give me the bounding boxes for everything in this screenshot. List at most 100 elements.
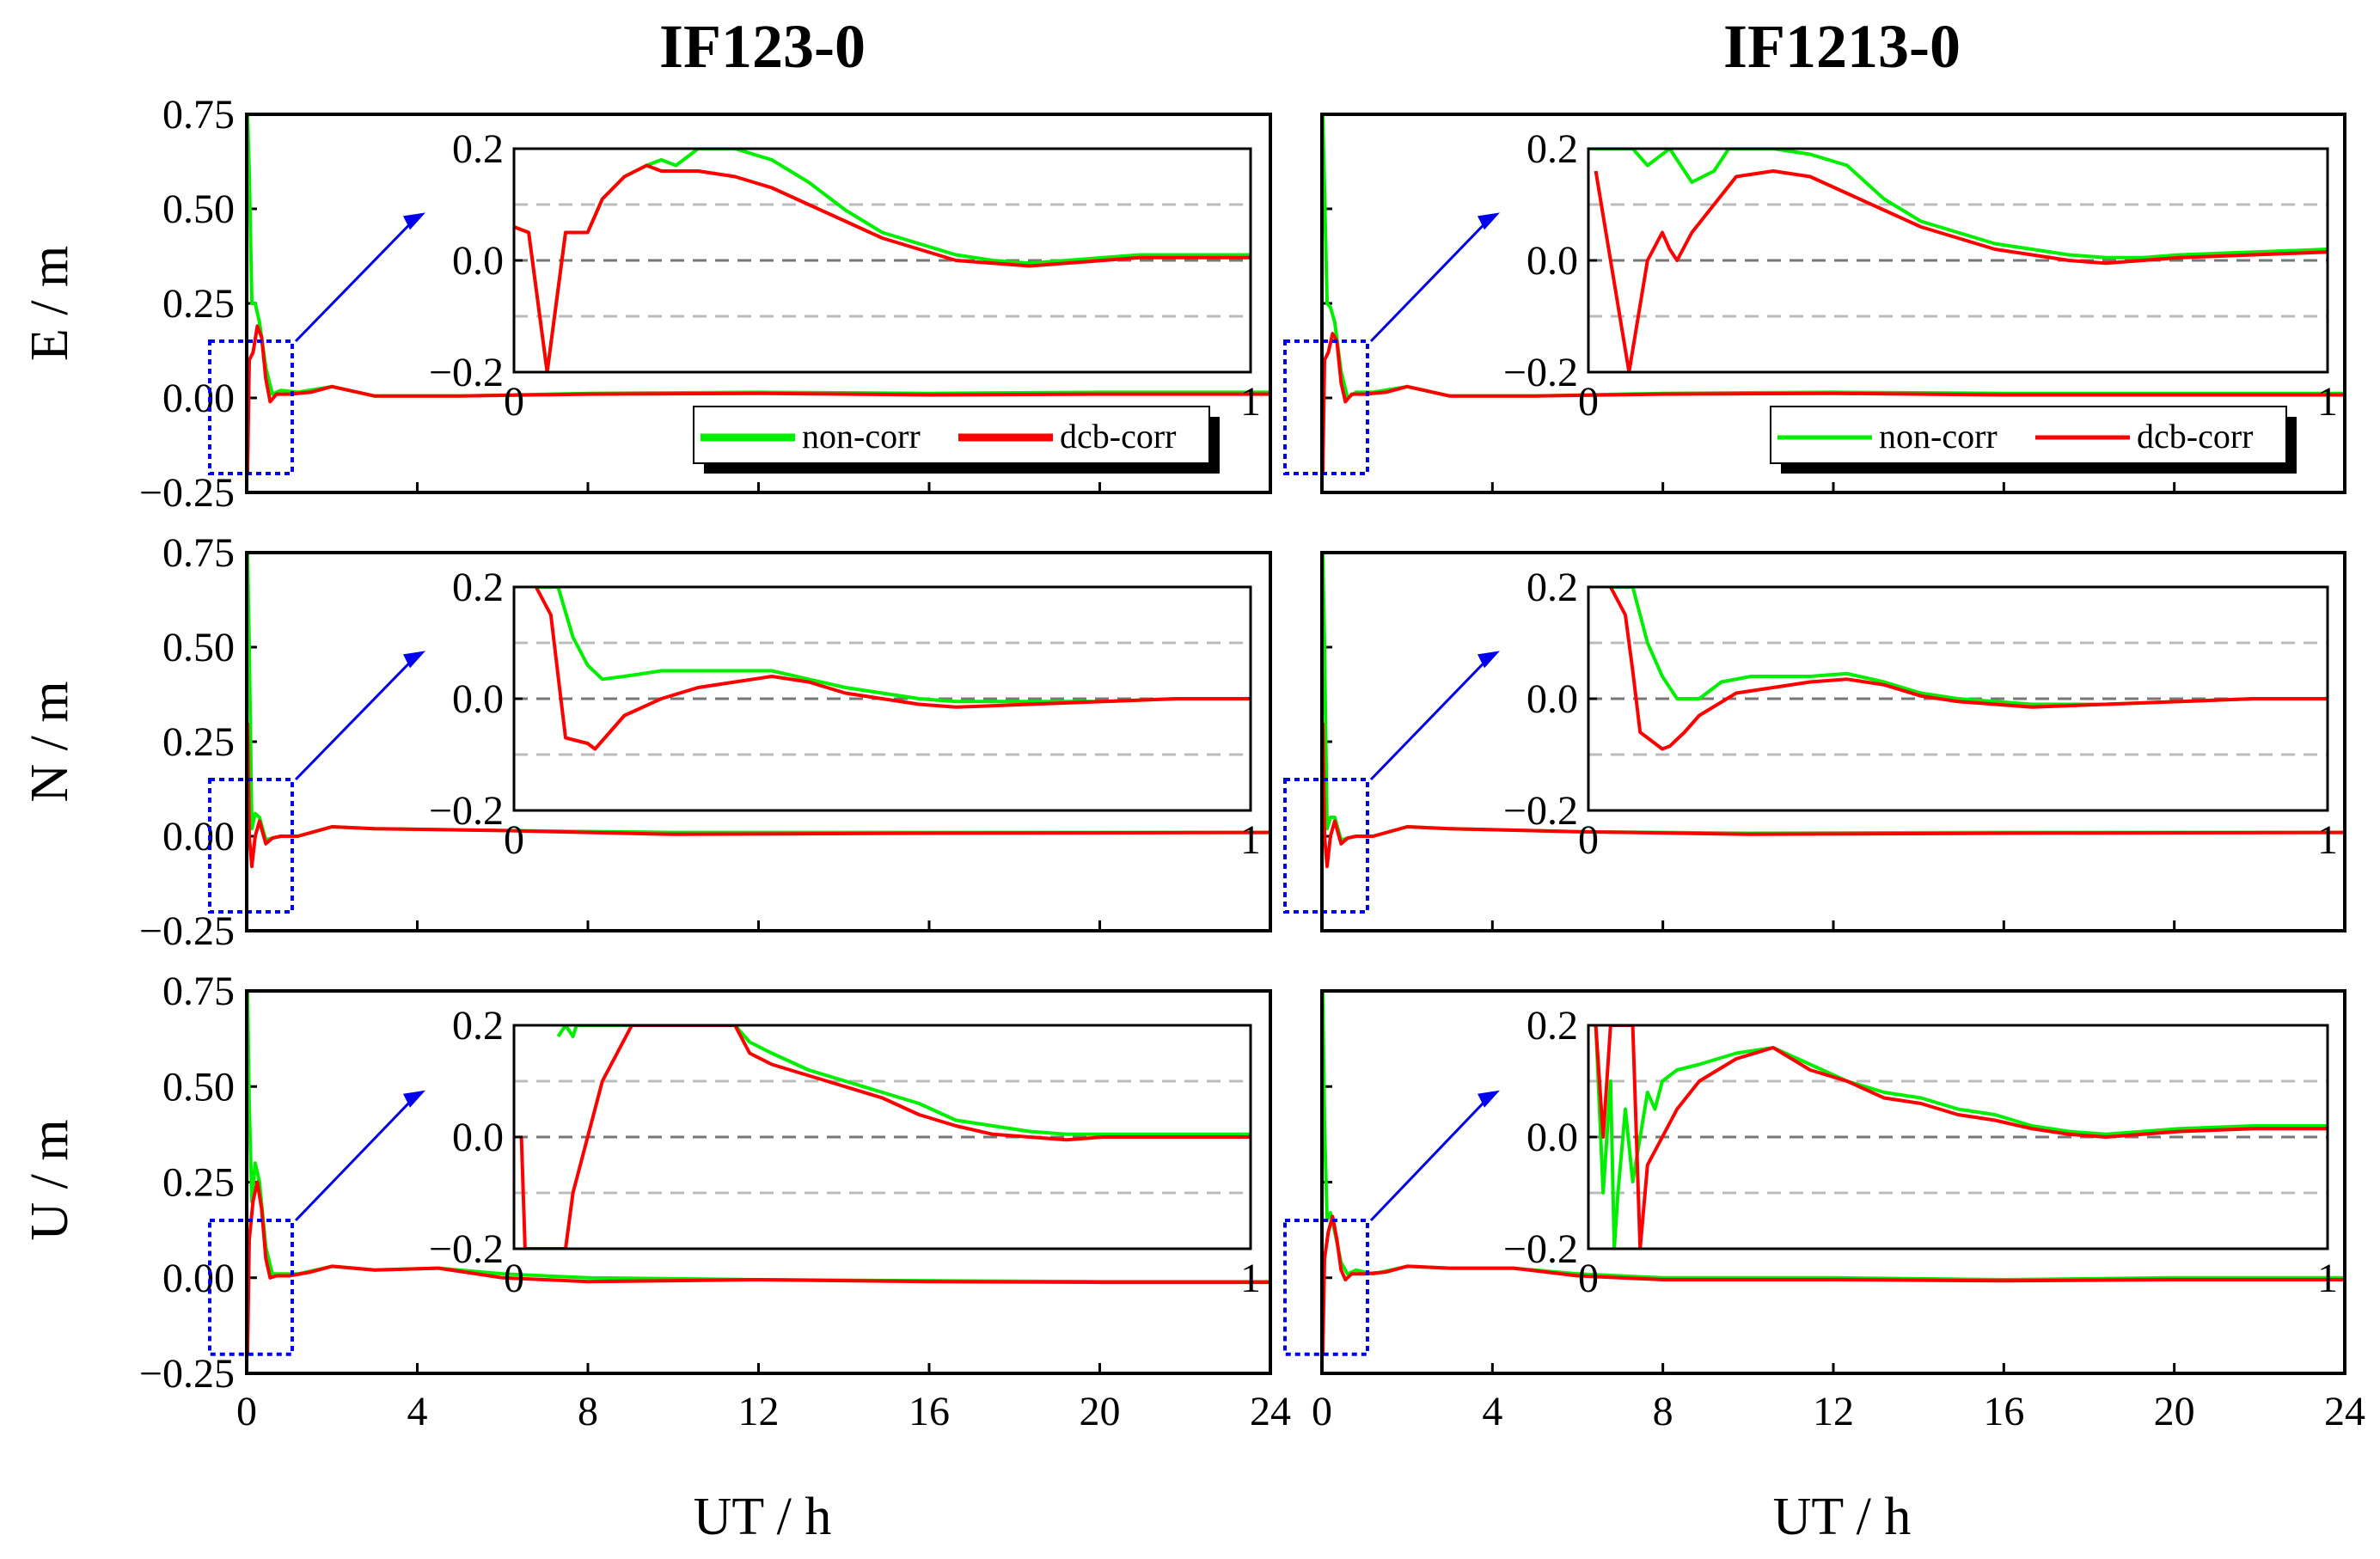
y-tick-label: −0.25: [139, 908, 235, 954]
zoom-box: [208, 339, 294, 475]
y-tick-label: 0.50: [162, 186, 235, 232]
y-axis-label-e: E / m: [21, 246, 79, 361]
inset-series-line-non-corr: [556, 1025, 1251, 1136]
x-tick-label: 20: [1080, 1389, 1121, 1434]
zoom-arrow: [294, 1093, 419, 1222]
inset-x-tick-label: 1: [1240, 817, 1261, 863]
zoom-arrow: [1369, 654, 1493, 781]
zoom-arrow: [294, 216, 419, 343]
x-tick-label: 0: [1312, 1389, 1332, 1434]
inset-x-tick-label: 0: [504, 379, 524, 425]
plot-frame: [1320, 989, 2346, 1375]
y-axis-label-n: N / m: [21, 681, 79, 802]
y-tick-label: −0.25: [139, 1351, 235, 1397]
x-tick-label: 4: [1482, 1389, 1502, 1434]
inset-series-group: [1588, 149, 2328, 372]
main-series-group: [1322, 114, 2345, 474]
inset-U-IF123-0: −0.2 0.0 0.2 0 1: [429, 1003, 1261, 1301]
main-series-group: [247, 114, 1270, 474]
inset-series-group: [519, 1025, 1251, 1249]
inset-series-line-dcb-corr: [1594, 1025, 2328, 1249]
zoom-box: [1283, 1219, 1369, 1356]
zoom-arrow-head: [1478, 212, 1500, 230]
inset-series-line-dcb-corr: [514, 163, 1251, 372]
main-series-group: [1322, 991, 2345, 1354]
zoom-arrow-head: [1478, 1090, 1500, 1108]
inset-x-tick-label: 1: [1240, 379, 1261, 425]
y-tick-label: 0.50: [162, 1064, 235, 1110]
x-tick-label: 16: [1983, 1389, 2024, 1434]
inset-series-line-non-corr: [1594, 1025, 2328, 1249]
inset-y-tick-label: −0.2: [429, 788, 504, 834]
zoom-box: [208, 1219, 294, 1356]
plot-frame: [1320, 551, 2346, 932]
inset-y-tick-label: 0.0: [1527, 238, 1578, 284]
series-line-dcb-corr: [247, 722, 1270, 869]
inset-y-tick-label: 0.0: [452, 238, 504, 284]
series-line-dcb-corr: [1322, 722, 2345, 869]
inset-y-tick-label: −0.2: [1503, 788, 1578, 834]
x-tick-label: 8: [578, 1389, 598, 1434]
y-axis-label-u: U / m: [21, 1119, 79, 1240]
zoom-arrow-head: [1478, 651, 1500, 669]
inset-y-tick-label: −0.2: [1503, 1226, 1578, 1272]
inset-series-line-dcb-corr: [1594, 169, 2328, 372]
main-series-group: [1322, 553, 2345, 869]
inset-y-tick-label: 0.2: [1527, 126, 1578, 172]
inset-y-tick-label: 0.0: [1527, 1115, 1578, 1160]
y-tick-label: 0.50: [162, 625, 235, 670]
y-tick-label: 0.00: [162, 376, 235, 421]
inset-x-tick-label: 0: [1578, 379, 1599, 425]
series-line-dcb-corr: [1322, 1214, 2345, 1354]
inset-y-tick-label: −0.2: [429, 1226, 504, 1272]
panel-E-IF1213-0: −0.2 0.0 0.2 0 1 non-corr dcb-corr: [1283, 113, 2346, 494]
main-series-group: [247, 991, 1270, 1354]
inset-series-group: [1594, 1025, 2328, 1249]
inset-y-tick-label: −0.2: [1503, 350, 1578, 395]
inset-x-tick-label: 0: [504, 1256, 524, 1301]
inset-series-group: [534, 587, 1251, 751]
inset-y-tick-label: 0.2: [1527, 565, 1578, 610]
y-tick-label: 0.00: [162, 814, 235, 859]
inset-x-tick-label: 1: [2317, 1256, 2338, 1301]
inset-x-tick-label: 0: [504, 817, 524, 863]
plot-frame: [245, 113, 1272, 494]
series-line-dcb-corr: [247, 1180, 1270, 1354]
panel-N-IF123-0: −0.25 0.00 0.25 0.50 0.75 −0.2 0.0 0.2 0 1: [139, 530, 1272, 954]
inset-x-tick-label: 0: [1578, 817, 1599, 863]
zoom-box: [1283, 339, 1369, 475]
panel-U-IF123-0: −0.250.000.250.500.750 4 8 12 16 20 24−0.20.00…: [139, 969, 1291, 1434]
inset-y-tick-label: −0.2: [429, 350, 504, 395]
x-tick-label: 12: [1813, 1389, 1854, 1434]
series-line-dcb-corr: [1322, 332, 2345, 474]
inset-N-IF123-0: −0.2 0.0 0.2 0 1: [429, 565, 1261, 863]
plot-frame: [245, 551, 1272, 932]
inset-y-tick-label: 0.0: [452, 676, 504, 722]
zoom-arrow: [1369, 216, 1493, 343]
inset-y-tick-label: 0.0: [452, 1115, 504, 1160]
y-tick-label: 0.25: [162, 1160, 235, 1206]
inset-N-IF1213-0: −0.2 0.0 0.2 0 1: [1503, 565, 2338, 863]
inset-series-line-dcb-corr: [519, 1025, 1251, 1249]
zoom-arrow-head: [403, 212, 425, 230]
x-tick-label: 16: [909, 1389, 950, 1434]
y-tick-label: −0.25: [139, 470, 235, 516]
inset-x-tick-label: 1: [1240, 1256, 1261, 1301]
legend-label-dcb-corr: dcb-corr: [1060, 417, 1176, 455]
zoom-arrow-head: [403, 651, 425, 669]
x-tick-label: 24: [1250, 1389, 1291, 1434]
panel-N-IF1213-0: −0.2 0.0 0.2 0 1: [1283, 551, 2346, 932]
column-title-left: IF123-0: [659, 12, 866, 81]
inset-series-group: [514, 149, 1251, 372]
x-tick-label: 12: [738, 1389, 780, 1434]
zoom-box: [208, 778, 294, 914]
inset-y-tick-label: 0.2: [1527, 1003, 1578, 1049]
inset-series-line-dcb-corr: [1609, 587, 2328, 751]
legend-label-dcb-corr: dcb-corr: [2137, 417, 2253, 455]
inset-y-tick-label: 0.0: [1527, 676, 1578, 722]
plot-frame: [1320, 113, 2346, 494]
zoom-arrow: [294, 654, 419, 781]
inset-series-line-non-corr: [535, 587, 1251, 704]
legend: non-corr dcb-corr: [1770, 406, 2297, 474]
inset-series-line-dcb-corr: [534, 587, 1251, 751]
